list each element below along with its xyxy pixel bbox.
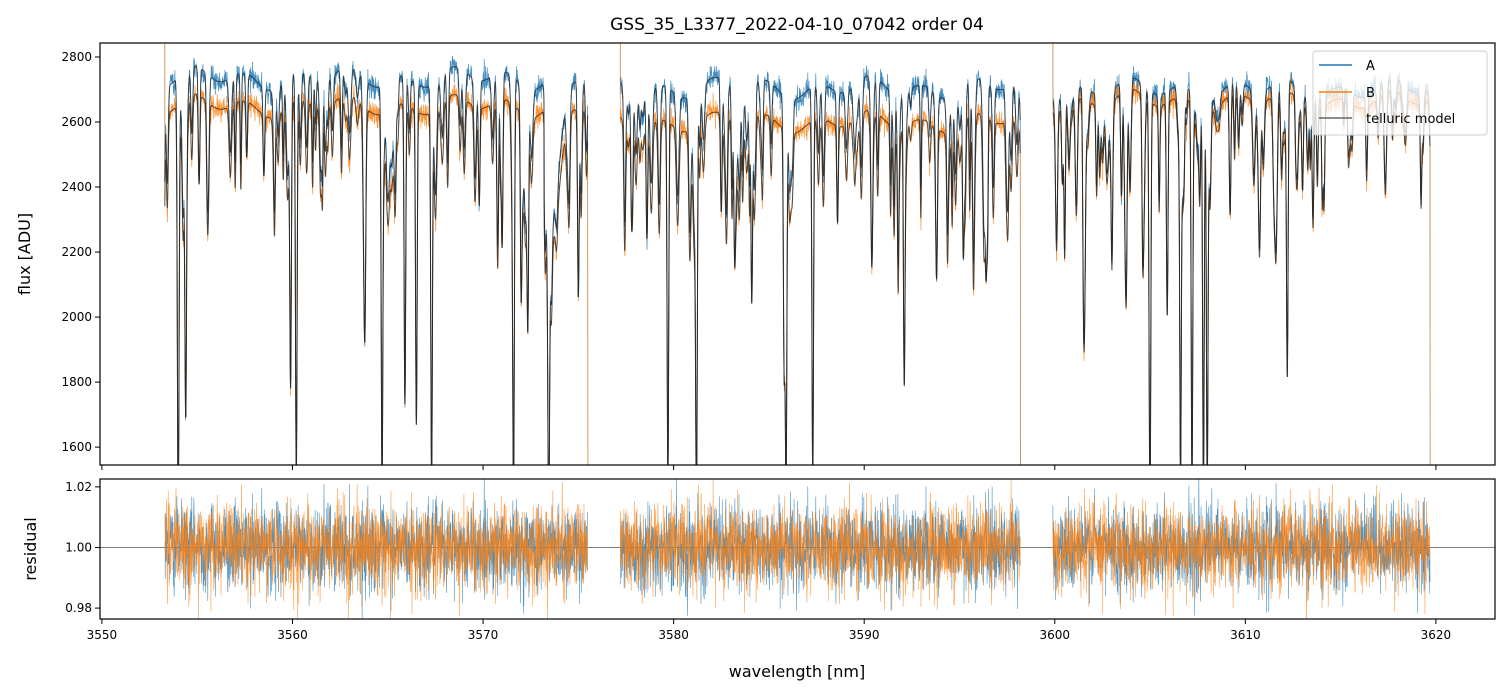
top-ytick-label: 2000: [61, 310, 92, 324]
residual-line-b: [164, 482, 588, 619]
telluric-model-line: [164, 65, 589, 465]
xtick-label: 3590: [849, 628, 880, 642]
axes: 3550 3560 3570 3580 3590 3600 3610 3620 1600 1800…: [61, 42, 1496, 642]
legend-label-b: B: [1366, 86, 1375, 101]
top-ytick-label: 1600: [61, 440, 92, 454]
telluric-model-line: [620, 75, 1021, 465]
telluric-model-line: [1052, 89, 1431, 465]
chart-title: GSS_35_L3377_2022-04-10_07042 order 04: [610, 15, 984, 35]
xtick-label: 3550: [87, 628, 118, 642]
xtick-label: 3560: [277, 628, 308, 642]
residual-plot-area: [100, 479, 1495, 619]
xtick-label: 3610: [1230, 628, 1261, 642]
residual-axes-frame: [99, 478, 1496, 620]
top-ytick-label: 1800: [61, 375, 92, 389]
bottom-ytick-label: 0.98: [65, 601, 92, 615]
xtick-label: 3570: [468, 628, 499, 642]
bottom-ytick-label: 1.02: [65, 480, 92, 494]
top-ytick-label: 2600: [61, 115, 92, 129]
bottom-ylabel: residual: [21, 517, 40, 580]
residual-line-b: [1052, 484, 1431, 619]
top-ytick-label: 2400: [61, 180, 92, 194]
telluric-model-line: [1052, 77, 1431, 465]
telluric-model-line: [620, 110, 1021, 465]
top-ylabel: flux [ADU]: [15, 213, 34, 295]
flux-plot-area: [164, 43, 1431, 465]
legend: A B telluric model: [1312, 50, 1488, 136]
bottom-ytick-label: 1.00: [65, 540, 92, 554]
top-ytick-label: 2800: [61, 50, 92, 64]
legend-label-a: A: [1366, 59, 1375, 74]
xtick-label: 3600: [1040, 628, 1071, 642]
legend-label-model: telluric model: [1366, 112, 1455, 127]
xtick-label: 3580: [658, 628, 689, 642]
top-ytick-label: 2200: [61, 245, 92, 259]
residual-line-b: [619, 479, 1021, 613]
flux-axes-frame: [99, 42, 1496, 466]
xlabel: wavelength [nm]: [729, 662, 866, 681]
xtick-label: 3620: [1421, 628, 1452, 642]
telluric-model-line: [164, 93, 589, 465]
